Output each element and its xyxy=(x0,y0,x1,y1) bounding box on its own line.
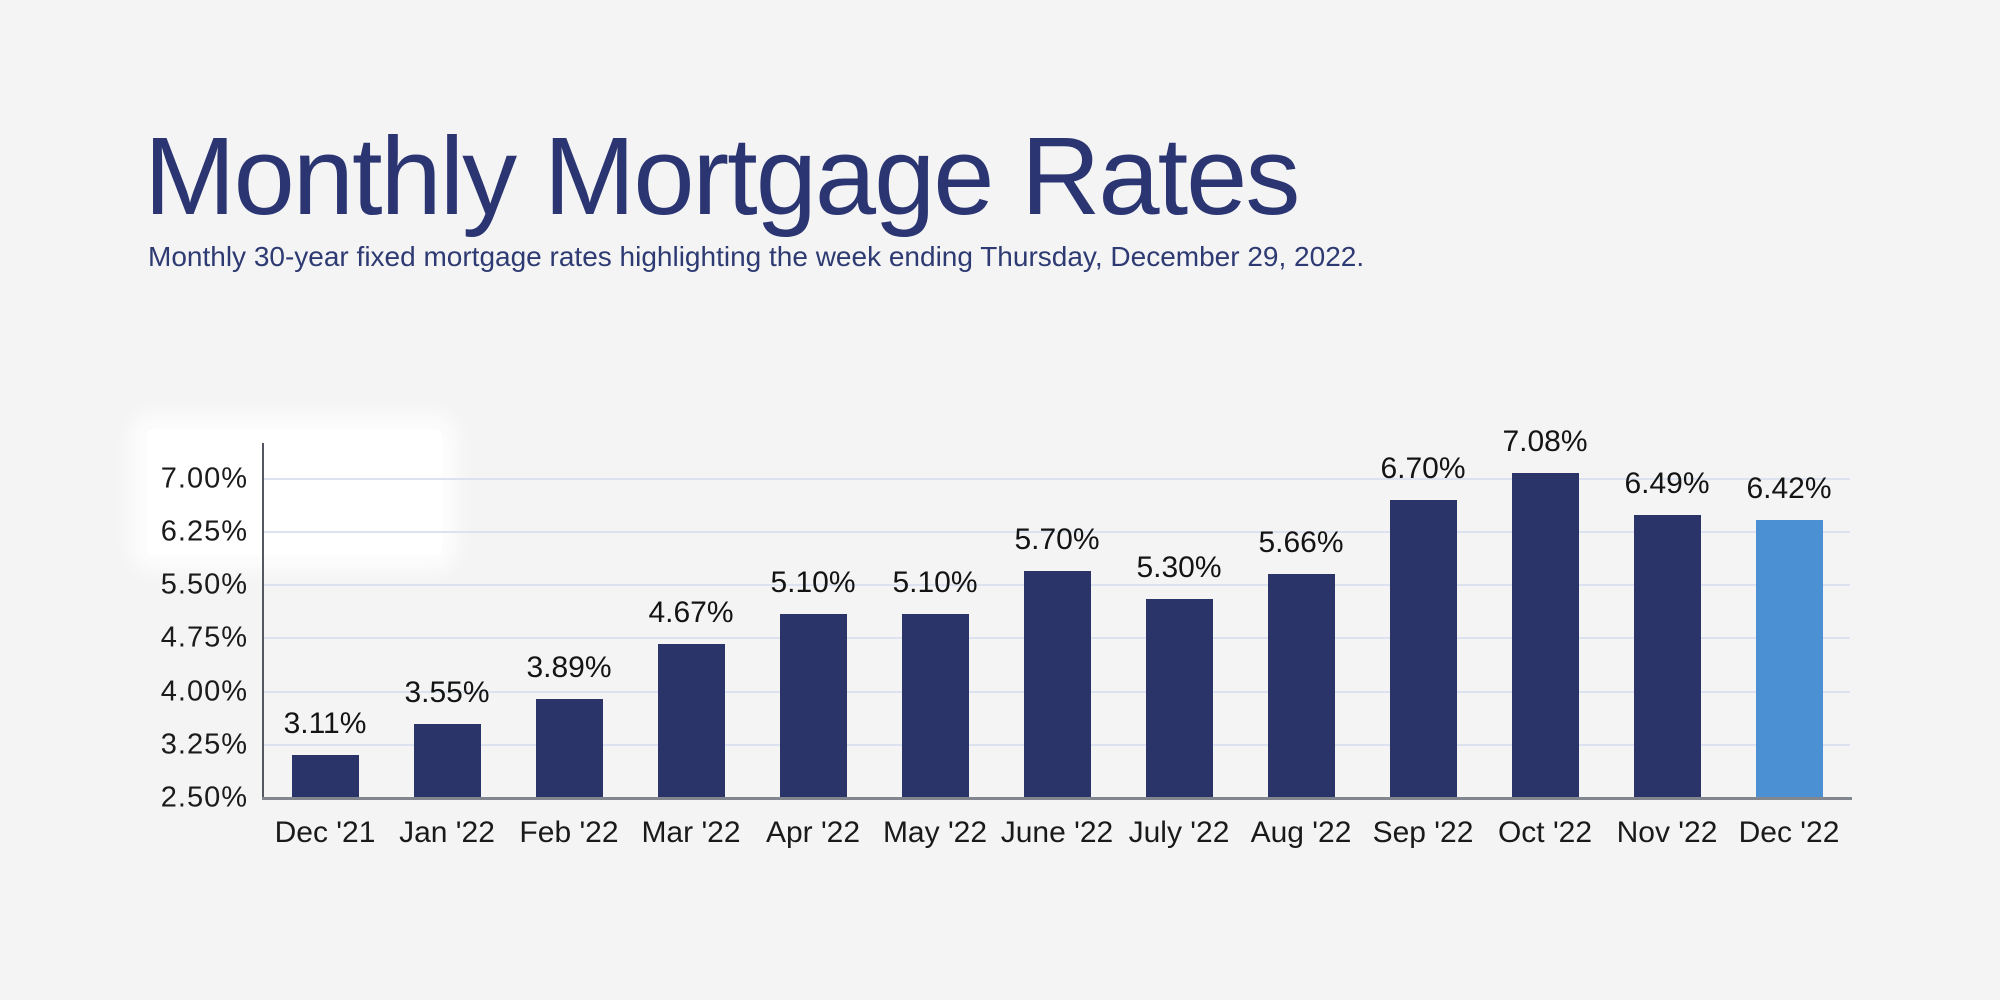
x-axis-label: Feb '22 xyxy=(519,816,619,849)
bar-value-label: 3.11% xyxy=(283,706,367,740)
x-axis-label: Mar '22 xyxy=(641,816,741,849)
x-axis-label: Dec '22 xyxy=(1738,816,1840,849)
y-tick-label: 2.50% xyxy=(160,781,248,814)
x-axis-label: Jan '22 xyxy=(399,816,495,849)
page-title: Monthly Mortgage Rates xyxy=(144,115,1300,238)
x-axis-label: Aug '22 xyxy=(1250,816,1352,849)
bar-value-label: 6.42% xyxy=(1746,471,1832,505)
bar-may-22 xyxy=(901,613,969,798)
y-axis-line xyxy=(262,443,264,800)
bar-value-label: 3.89% xyxy=(526,651,612,685)
gridline xyxy=(262,477,1850,480)
bar-feb-22 xyxy=(535,699,603,798)
bar-apr-22 xyxy=(779,613,847,798)
bar-aug-22 xyxy=(1267,573,1335,798)
bar-june-22 xyxy=(1023,571,1091,798)
y-tick-label: 4.75% xyxy=(160,621,248,654)
y-tick-label: 5.50% xyxy=(160,568,248,601)
bar-value-label: 5.10% xyxy=(892,565,978,599)
bar-value-label: 3.55% xyxy=(404,675,490,709)
bar-oct-22 xyxy=(1511,473,1579,798)
bar-value-label: 6.49% xyxy=(1624,466,1710,500)
bar-nov-22 xyxy=(1633,514,1701,798)
x-axis-label: Oct '22 xyxy=(1497,816,1593,849)
bar-sep-22 xyxy=(1389,500,1457,798)
x-axis-label: June '22 xyxy=(1000,816,1114,849)
bar-july-22 xyxy=(1145,599,1213,798)
bar-value-label: 5.70% xyxy=(1014,523,1100,557)
bar-dec-22 xyxy=(1755,519,1823,798)
bar-value-label: 5.30% xyxy=(1136,551,1222,585)
bar-dec-21 xyxy=(291,754,359,798)
y-tick-label: 6.25% xyxy=(160,515,248,548)
bar-value-label: 5.10% xyxy=(770,565,856,599)
gridline xyxy=(262,531,1850,533)
bar-value-label: 7.08% xyxy=(1502,425,1588,459)
page-subtitle: Monthly 30-year fixed mortgage rates hig… xyxy=(148,241,1365,272)
x-axis-label: May '22 xyxy=(882,816,988,849)
bar-value-label: 4.67% xyxy=(648,596,734,630)
y-tick-label: 4.00% xyxy=(160,675,248,708)
x-axis-label: Apr '22 xyxy=(765,816,861,849)
bar-jan-22 xyxy=(413,723,481,798)
bar-mar-22 xyxy=(657,644,725,798)
x-axis-baseline xyxy=(262,797,1852,800)
y-tick-label: 3.25% xyxy=(160,728,248,761)
x-axis-label: Dec '21 xyxy=(274,816,376,849)
bar-value-label: 6.70% xyxy=(1380,452,1466,486)
bar-value-label: 5.66% xyxy=(1258,525,1344,559)
x-axis-label: July '22 xyxy=(1128,816,1230,849)
x-axis-label: Nov '22 xyxy=(1616,816,1718,849)
x-axis-label: Sep '22 xyxy=(1372,816,1474,849)
highlight-panel-background xyxy=(146,429,442,555)
y-tick-label: 7.00% xyxy=(160,462,248,495)
